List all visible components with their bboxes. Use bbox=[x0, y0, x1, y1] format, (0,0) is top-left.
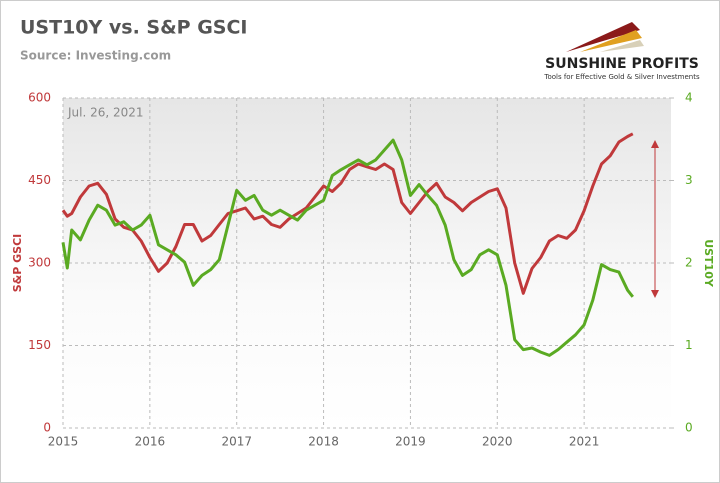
y2-tick-label: 4 bbox=[685, 91, 693, 105]
chart-subtitle: Source: Investing.com bbox=[20, 49, 171, 63]
gap-arrow bbox=[651, 140, 659, 298]
chart-title: UST10Y vs. S&P GSCI bbox=[20, 17, 248, 39]
x-tick-label: 2021 bbox=[569, 435, 600, 449]
y-axis-label: S&P GSCI bbox=[11, 234, 24, 293]
y-tick-label: 300 bbox=[28, 256, 51, 270]
tagline: Tools for Effective Gold & Silver Invest… bbox=[543, 73, 700, 81]
x-tick-label: 2019 bbox=[395, 435, 426, 449]
series-line bbox=[61, 138, 634, 357]
x-tick-label: 2015 bbox=[48, 435, 79, 449]
logo: SUNSHINE PROFITS Tools for Effective Gol… bbox=[543, 22, 700, 81]
y-tick-label: 600 bbox=[28, 91, 51, 105]
y-tick-label: 450 bbox=[28, 173, 51, 187]
series-line bbox=[61, 132, 634, 295]
logo-ray bbox=[580, 30, 642, 52]
brand: SUNSHINE PROFITS bbox=[545, 56, 699, 72]
x-tick-label: 2016 bbox=[135, 435, 166, 449]
y2-tick-label: 0 bbox=[685, 421, 693, 435]
logo-ray bbox=[566, 22, 640, 52]
x-tick-label: 2018 bbox=[308, 435, 339, 449]
y2-tick-label: 2 bbox=[685, 256, 693, 270]
x-tick-label: 2020 bbox=[482, 435, 513, 449]
y-tick-label: 0 bbox=[43, 421, 51, 435]
y-tick-label: 150 bbox=[28, 338, 51, 352]
y2-tick-label: 1 bbox=[685, 338, 693, 352]
x-tick-label: 2017 bbox=[221, 435, 252, 449]
y2-axis-label: UST10Y bbox=[702, 239, 715, 288]
date-annotation: Jul. 26, 2021 bbox=[67, 106, 144, 120]
logo-ray bbox=[600, 40, 644, 52]
y2-tick-label: 3 bbox=[685, 173, 693, 187]
